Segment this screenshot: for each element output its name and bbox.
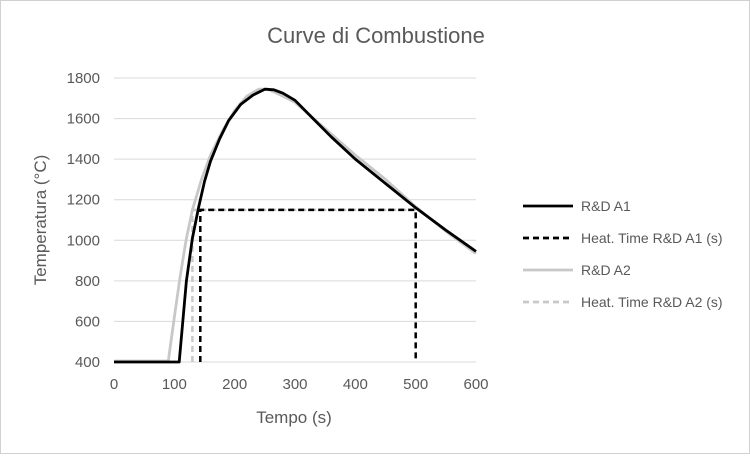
x-tick-label: 400 (343, 376, 368, 393)
series-line-0 (114, 87, 477, 364)
series-line-1 (199, 208, 417, 362)
x-tick-labels: 0 100 200 300 400 500 600 (110, 376, 489, 393)
y-tick-label: 800 (75, 273, 100, 290)
legend-label-1: Heat. Time R&D A1 (s) (581, 230, 723, 246)
y-tick-label: 1800 (67, 70, 100, 87)
x-tick-label: 200 (222, 376, 247, 393)
grid (114, 77, 476, 363)
series-line-3 (191, 208, 416, 362)
legend-label-3: Heat. Time R&D A2 (s) (581, 294, 723, 310)
series-line-2 (114, 87, 477, 363)
x-tick-label: 600 (463, 376, 488, 393)
y-axis-label: Temperatura (°C) (31, 155, 50, 286)
y-tick-label: 1400 (67, 151, 100, 168)
series-lines (114, 87, 477, 364)
x-axis-label: Tempo (s) (256, 408, 332, 427)
x-tick-label: 500 (403, 376, 428, 393)
chart-title: Curve di Combustione (267, 23, 485, 48)
y-tick-label: 1600 (67, 111, 100, 128)
y-tick-label: 1200 (67, 192, 100, 209)
y-tick-label: 400 (75, 354, 100, 371)
x-tick-label: 0 (110, 376, 118, 393)
y-tick-labels: 400 600 800 1000 1200 1400 1600 1800 (67, 70, 100, 371)
legend-label-2: R&D A2 (581, 262, 631, 278)
x-tick-label: 100 (162, 376, 187, 393)
y-tick-label: 1000 (67, 232, 100, 249)
legend: R&D A1 Heat. Time R&D A1 (s) R&D A2 Heat. T… (523, 198, 723, 310)
x-tick-label: 300 (282, 376, 307, 393)
y-tick-label: 600 (75, 313, 100, 330)
legend-label-0: R&D A1 (581, 198, 631, 214)
